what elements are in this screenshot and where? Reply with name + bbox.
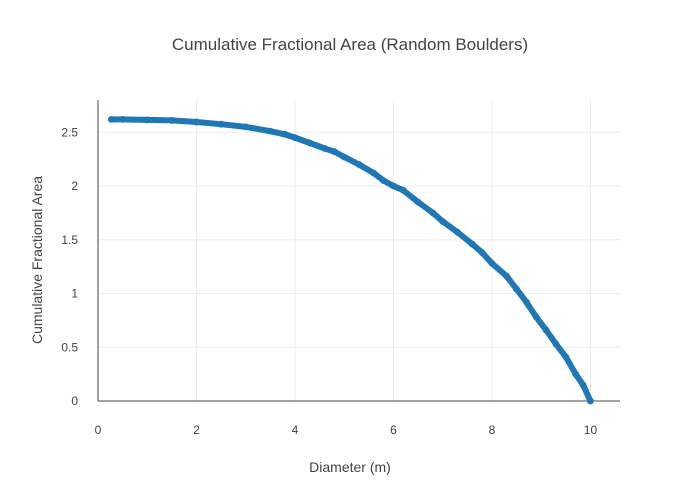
grid-layer [98,100,620,401]
axes-layer [97,100,620,402]
data-point-0-26 [503,272,511,280]
series-layer [107,115,594,405]
x-axis-title: Diameter (m) [309,459,391,475]
data-point-0-18 [399,186,407,194]
data-point-0-31 [552,340,560,348]
data-point-0-6 [242,123,250,131]
data-point-0-21 [439,218,447,225]
data-point-0-32 [562,353,570,361]
data-point-0-25 [488,260,496,267]
chart-title: Cumulative Fractional Area (Random Bould… [172,35,528,54]
x-tick-label-2: 4 [292,423,299,437]
y-tick-label-4: 2 [71,179,78,193]
x-tick-label-0: 0 [95,423,102,437]
data-point-0-13 [340,153,348,161]
data-point-0-19 [414,198,422,206]
data-point-0-11 [321,144,328,152]
y-tick-label-5: 2.5 [61,125,78,139]
data-point-0-12 [330,148,338,156]
data-point-0-5 [217,120,225,128]
data-point-0-16 [380,177,388,185]
data-point-0-35 [587,397,594,405]
data-point-0-15 [370,169,378,177]
x-tick-label-1: 2 [193,423,200,437]
data-point-0-23 [468,240,476,248]
data-point-0-2 [143,116,151,124]
data-point-0-24 [478,249,486,257]
data-point-0-8 [281,131,289,138]
data-point-0-7 [266,127,274,135]
series-line-0 [108,116,594,404]
x-tick-label-4: 8 [489,423,496,437]
y-tick-label-3: 1.5 [61,233,78,247]
data-point-0-30 [542,326,550,334]
data-point-0-20 [429,209,437,217]
data-point-0-3 [168,117,176,124]
data-point-0-22 [454,228,461,236]
data-point-0-28 [523,298,530,306]
data-point-0-27 [513,285,520,293]
y-tick-label-1: 0.5 [61,340,78,354]
data-point-0-33 [572,370,580,378]
y-tick-label-2: 1 [71,287,78,301]
data-point-0-29 [532,313,540,321]
x-tick-label-3: 6 [390,423,397,437]
y-tick-label-0: 0 [71,394,78,408]
x-tick-label-5: 10 [584,423,598,437]
data-point-0-34 [579,381,587,389]
data-point-0-14 [355,161,363,168]
data-point-0-1 [119,115,127,123]
data-point-0-10 [306,139,314,147]
data-point-0-0 [107,115,115,123]
y-axis-title: Cumulative Fractional Area [29,176,45,344]
data-point-0-17 [390,182,397,190]
data-point-0-4 [193,118,200,126]
data-point-0-9 [291,134,299,142]
ticks-layer: 0 2 4 6 8 10 0 0.5 1 1.5 2 2.5 [61,125,597,437]
